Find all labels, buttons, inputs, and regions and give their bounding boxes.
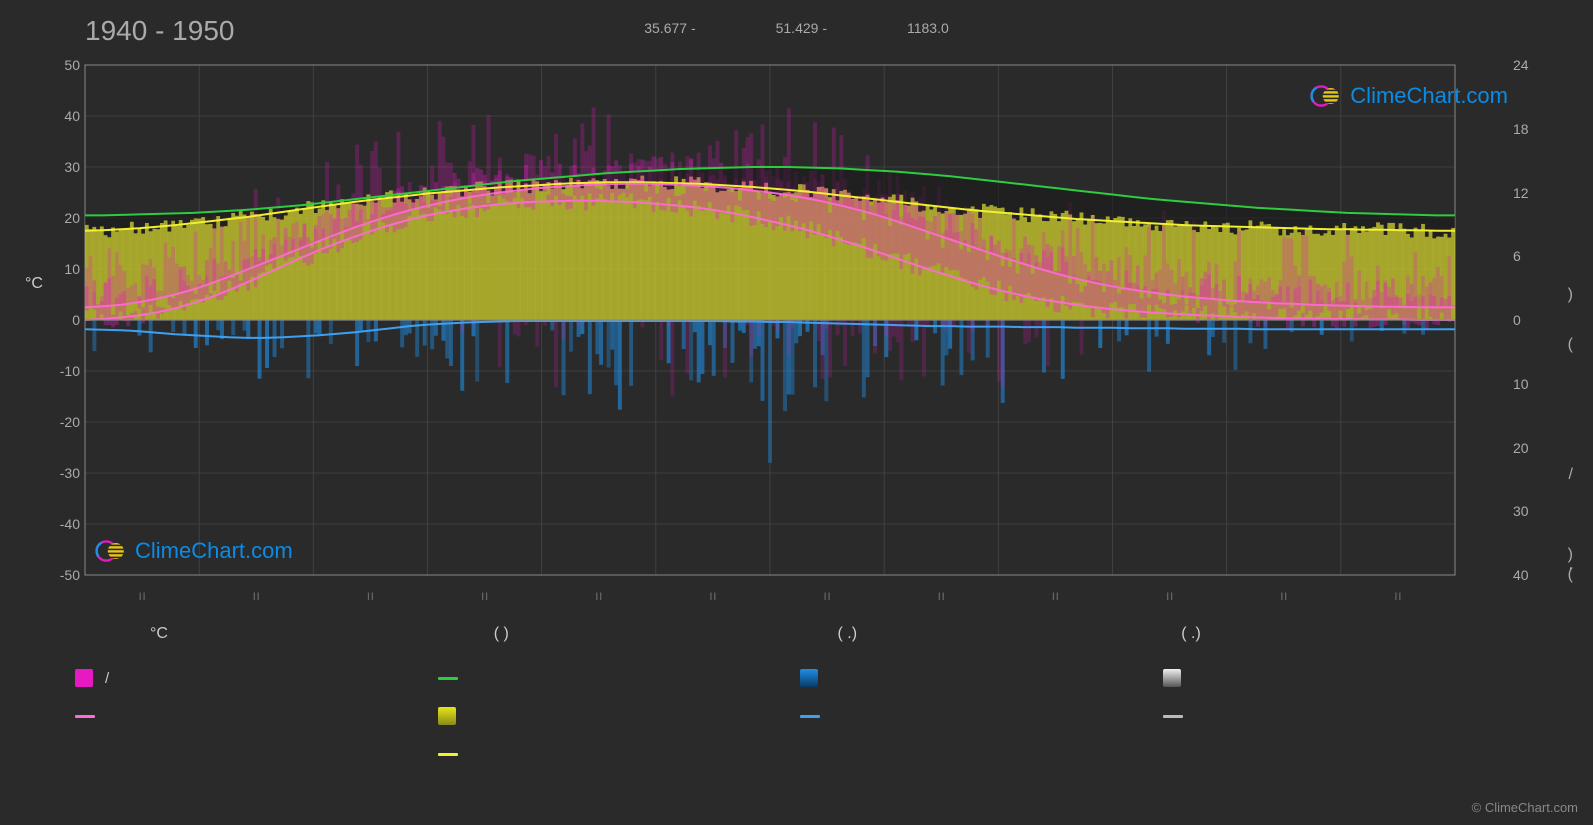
brand-text: ClimeChart.com [1350,83,1508,109]
brand-text: ClimeChart.com [135,538,293,564]
legend-header: °C( )( .)( .) [75,625,1525,643]
logo-icon [95,535,127,567]
logo-icon [1310,80,1342,112]
copyright: © ClimeChart.com [1472,800,1578,815]
watermark-bottom: ClimeChart.com [95,535,293,567]
legend-grid: / [75,668,1525,764]
legend: °C( )( .)( .) / [75,625,1525,764]
watermark-top: ClimeChart.com [1310,80,1508,112]
chart-container: 1940 - 1950 35.677 - 51.429 - 1183.0 °C … [0,0,1593,825]
